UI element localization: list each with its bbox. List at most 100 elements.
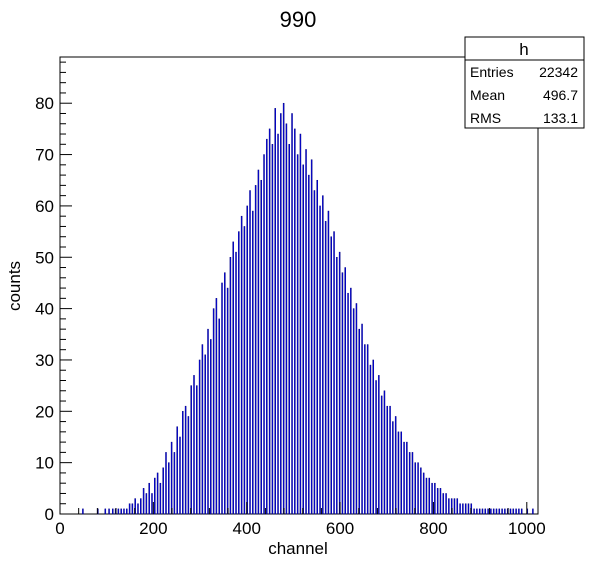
histogram-bar [182,411,184,515]
histogram-bar [478,508,481,515]
histogram-bar [414,462,417,515]
histogram-bar [196,385,198,515]
histogram-bar [263,154,265,515]
histogram-bar [190,385,192,515]
histogram-bar [198,359,201,515]
histogram-bar [240,215,243,515]
histogram-bar [131,503,134,515]
histogram-bar [224,272,226,515]
histogram-bar [383,390,386,515]
histogram-bar [495,508,498,515]
histogram-bar [173,452,176,515]
histogram-bar [291,113,293,515]
histogram-bar [358,328,360,515]
stats-rms-label: RMS [470,110,501,126]
y-axis-ticks: 0 10 20 30 40 50 60 70 80 [35,61,72,524]
y-tick-label: 80 [35,94,54,113]
x-axis-ticks: 0 200 400 600 800 1000 [55,502,546,538]
stats-box: h Entries 22342 Mean 496.7 RMS 133.1 [464,36,585,129]
histogram-bar [322,195,324,515]
histogram-bar [347,292,349,515]
histogram-bar [254,185,257,515]
histogram-bar [366,344,369,515]
stats-rms-value: 133.1 [543,110,578,126]
histogram-bar [235,251,237,515]
stats-box-title: h [519,40,528,59]
x-tick-label: 200 [139,519,167,538]
y-tick-label: 70 [35,146,54,165]
histogram-bar [428,477,431,515]
histogram-bar [338,251,341,515]
histogram-bar [221,282,223,515]
histogram-bar [151,493,153,515]
histogram-bar [277,133,279,515]
histogram-bar [350,287,352,515]
x-tick-label: 1000 [508,519,546,538]
histogram-bar [257,169,260,515]
histogram-bar [176,426,178,515]
histogram-bar [229,257,232,515]
histogram-bar [268,128,271,515]
histogram-bar [226,287,229,515]
histogram-bar [274,108,276,515]
histogram-bar [361,323,363,515]
histogram-bar [411,452,414,515]
histogram-bar [159,482,162,515]
y-axis-label: counts [5,261,24,311]
stats-mean-label: Mean [470,87,505,103]
histogram-bar [238,231,240,515]
y-tick-label: 50 [35,248,54,267]
stats-mean-value: 496.7 [543,87,578,103]
histogram-bar [462,503,464,515]
histogram-bar [305,149,307,515]
histogram-bar [352,308,355,515]
histogram-bar [271,144,274,515]
histogram-bar [408,452,411,515]
histogram-bar [375,380,377,515]
histogram-bar [210,339,212,515]
histogram-bar [417,462,419,515]
histogram-bar [439,488,442,515]
histogram-bar [498,508,501,515]
histogram-bar [341,272,344,515]
histogram-bar [464,503,467,515]
histogram-bar [310,159,313,515]
stats-box-frame [464,36,585,129]
histogram-bar [201,344,204,515]
histogram-bar [243,226,246,515]
histogram-bar [302,164,304,515]
histogram-bar [406,441,408,515]
y-tick-label: 10 [35,454,54,473]
histogram-bar [156,472,159,515]
histogram-bar [168,462,170,515]
histogram-bar [288,144,290,515]
histogram-bar [218,318,220,515]
histogram-bar [392,421,394,515]
histogram-bar [104,508,107,515]
x-tick-label: 400 [233,519,261,538]
histogram-bar [170,441,173,515]
histogram-bar [204,354,206,515]
histogram-bar [487,508,489,515]
histogram-bar [386,405,389,515]
histogram-bar [324,221,327,515]
histogram-bar [442,493,445,515]
histogram-bar [394,416,397,515]
histogram-bar [137,503,139,515]
histogram-bar [476,508,478,515]
histogram-bar [123,508,125,515]
y-tick-label: 40 [35,300,54,319]
x-axis-label: channel [268,539,328,558]
histogram-bar [518,508,520,515]
histogram-bar [431,482,433,515]
histogram-bar [504,508,506,515]
histogram-bar [501,508,503,515]
x-tick-label: 800 [419,519,447,538]
histogram-bar [316,179,318,515]
histogram-bar [162,467,164,515]
histogram-bar [282,102,285,515]
histogram-bar [378,375,380,515]
x-tick-label: 600 [326,519,354,538]
